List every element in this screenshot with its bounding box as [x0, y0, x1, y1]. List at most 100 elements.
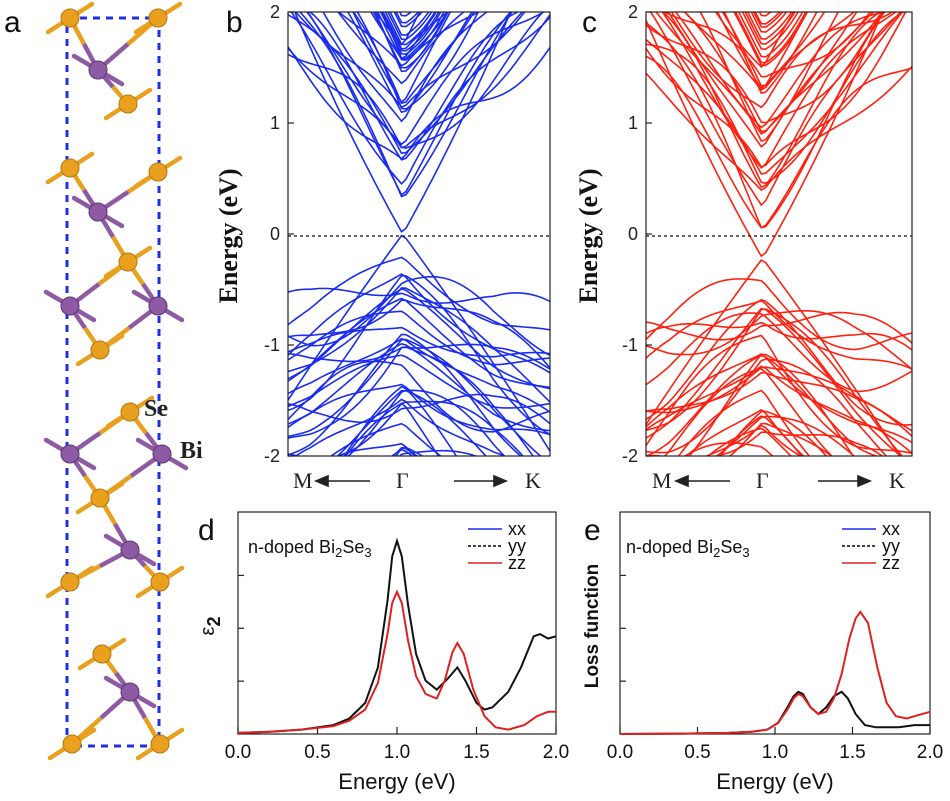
band-line [294, 12, 526, 109]
band-line [336, 390, 487, 456]
unit-cell-outline [65, 16, 161, 748]
y-axis-label-e: Loss function [582, 564, 603, 689]
panel-label-b: b [226, 6, 243, 39]
band-line [646, 365, 912, 454]
band-line [387, 12, 433, 41]
band-line [288, 12, 544, 150]
x-tick-label: 1.5 [463, 742, 489, 763]
spectrum-line-zz [619, 610, 931, 735]
band-line [352, 12, 452, 104]
band-line [288, 337, 550, 413]
se-atom [150, 734, 170, 754]
band-line [288, 14, 550, 149]
band-line [288, 342, 550, 432]
band-line [294, 398, 507, 456]
x-tick-label: 1.0 [762, 742, 788, 763]
x-tick-M-c: M [652, 468, 672, 493]
band-line [723, 12, 818, 95]
band-line [646, 312, 912, 393]
direction-arrows-b [313, 474, 509, 488]
band-line [734, 12, 807, 64]
atom-label-se: Se [144, 396, 168, 422]
band-line [646, 259, 901, 456]
y-tick-label: 0 [270, 224, 280, 244]
band-line [288, 256, 550, 331]
band-line [646, 311, 912, 344]
y-tick-label: 2 [628, 2, 638, 22]
se-atom [92, 644, 112, 664]
band-line [646, 354, 880, 456]
panel-b-band-structure: b 2 1 0 -1 -2 Energy (eV) M Γ K [214, 2, 551, 493]
x-tick-label: 1.0 [384, 742, 410, 763]
x-tick-Gamma-b: Γ [396, 468, 409, 493]
band-line [646, 65, 912, 192]
y-tick-label: 1 [628, 113, 638, 133]
band-line [381, 12, 449, 60]
band-line [699, 12, 840, 142]
band-line [389, 12, 430, 36]
y-axis-label-c: Energy (eV) [574, 168, 603, 303]
band-line [356, 12, 480, 110]
band-line [288, 354, 550, 409]
x-tick-K-b: K [525, 468, 541, 493]
band-line [706, 427, 793, 456]
band-line [288, 338, 542, 456]
x-tick-label: 1.5 [839, 742, 865, 763]
band-line [347, 389, 506, 456]
band-line [369, 12, 438, 60]
se-atom [60, 8, 80, 28]
se-atom [150, 572, 170, 592]
band-line [288, 274, 550, 436]
panel-label-a: a [4, 6, 21, 39]
panel-e-loss-function: e 0.0 0.5 1.0 1.5 2.0 n-doped Bi2Se3 xxyyzz … [582, 511, 943, 794]
bi-atom [120, 540, 140, 560]
y-tick-label: 0 [628, 224, 638, 244]
bi-atom [88, 60, 108, 80]
band-line [670, 12, 894, 109]
band-line [288, 333, 522, 456]
band-line [393, 12, 424, 28]
plot-title-e: n-doped Bi2Se3 [626, 537, 750, 560]
se-atom [62, 734, 82, 754]
spectrum-line-xx-yy [237, 537, 557, 734]
bi-atom [148, 296, 168, 316]
band-line [384, 12, 436, 46]
band-line [646, 55, 912, 229]
bi-atom [88, 202, 108, 222]
band-line [337, 12, 466, 85]
band-line [677, 389, 811, 456]
band-line [646, 278, 912, 351]
band-line [663, 368, 833, 456]
band-line [646, 473, 912, 591]
band-line [646, 298, 912, 426]
se-atom [148, 8, 168, 28]
se-atom [118, 94, 138, 114]
band-line [646, 12, 905, 185]
band-line [750, 12, 788, 33]
legend-label-zz: zz [882, 553, 900, 573]
legend-label-xx: xx [508, 519, 526, 539]
band-line [737, 12, 804, 58]
band-line [754, 12, 781, 25]
band-line [398, 449, 478, 456]
panel-label-e: e [584, 514, 601, 547]
band-line [716, 12, 809, 90]
band-line [288, 299, 550, 369]
band-line [381, 12, 440, 52]
band-line [305, 12, 545, 146]
band-line [288, 273, 550, 374]
y-axis-label-b: Energy (eV) [214, 168, 243, 303]
band-lines-b [288, 12, 550, 456]
band-line [395, 446, 424, 456]
se-atom [120, 402, 140, 422]
y-tick-label: 2 [270, 2, 280, 22]
x-tick-label: 2.0 [543, 742, 569, 763]
se-atom [60, 572, 80, 592]
legend-label-yy: yy [882, 536, 900, 556]
x-tick-label: 0.0 [607, 742, 633, 763]
band-line [346, 12, 473, 114]
band-line [288, 234, 550, 452]
band-line [288, 360, 550, 433]
band-line [288, 383, 550, 436]
